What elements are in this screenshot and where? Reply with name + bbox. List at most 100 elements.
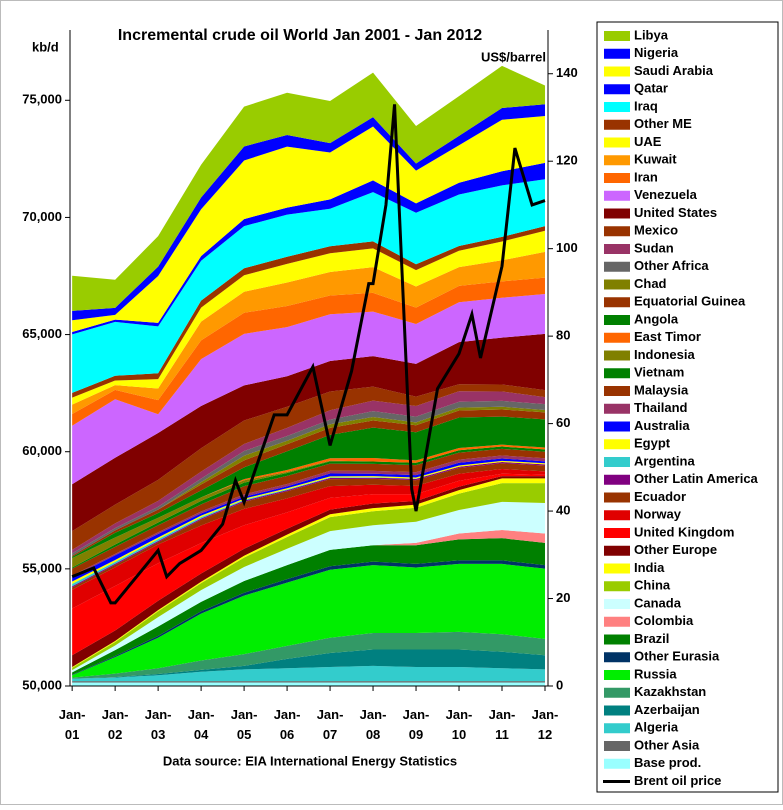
- legend-label: Saudi Arabia: [634, 63, 714, 78]
- x-tick-label-part: Jan-: [231, 707, 258, 722]
- legend-swatch: [604, 350, 630, 361]
- legend-label: East Timor: [634, 329, 701, 344]
- x-tick-label-part: Jan-: [102, 707, 129, 722]
- legend-swatch: [604, 705, 630, 716]
- legend-label: Angola: [634, 311, 679, 326]
- legend-swatch: [604, 226, 630, 237]
- legend-swatch: [604, 66, 630, 77]
- legend-label: UAE: [634, 134, 662, 149]
- x-tick-label-part: Jan-: [489, 707, 516, 722]
- legend-swatch: [604, 386, 630, 396]
- legend-swatch: [604, 687, 630, 698]
- legend-swatch: [604, 31, 630, 41]
- legend-swatch: [604, 137, 630, 148]
- legend-label: Kuwait: [634, 152, 677, 167]
- legend-swatch: [604, 723, 630, 734]
- y2-axis-label: US$/barrel: [481, 49, 546, 64]
- legend-label: Other Europe: [634, 542, 717, 557]
- y2-tick-label: 60: [556, 415, 570, 430]
- x-tick-label: Jan- 02: [102, 707, 129, 742]
- area: [72, 649, 545, 679]
- legend-swatch: [604, 190, 630, 201]
- chart-title: Incremental crude oil World Jan 2001 - J…: [118, 27, 482, 44]
- legend-label: Iraq: [634, 98, 658, 113]
- y2-tick-label: 0: [556, 677, 563, 692]
- x-tick-label: Jan- 06: [274, 707, 301, 742]
- legend-label: Mexico: [634, 223, 678, 238]
- legend-swatch: [604, 563, 630, 574]
- area: [72, 333, 545, 532]
- area: [72, 409, 545, 557]
- y-tick-label: 75,000: [22, 92, 62, 107]
- area: [72, 483, 545, 671]
- x-tick-label-part: 02: [108, 727, 122, 742]
- area: [72, 473, 545, 656]
- area: [72, 65, 545, 311]
- x-tick-label-part: Jan-: [274, 707, 301, 722]
- legend-swatch: [604, 545, 630, 556]
- area: [72, 104, 545, 321]
- area: [72, 391, 545, 554]
- y-tick-label: 50,000: [22, 677, 62, 692]
- x-tick-label: Jan- 11: [489, 707, 516, 742]
- x-tick-label: Jan- 05: [231, 707, 258, 742]
- x-tick-label: Jan- 09: [403, 707, 430, 742]
- legend-label: China: [634, 578, 671, 593]
- legend-label: India: [634, 560, 665, 575]
- x-tick-label-part: Jan-: [188, 707, 215, 722]
- area: [72, 179, 545, 393]
- legend-label: Kazakhstan: [634, 684, 706, 699]
- legend-swatch: [604, 652, 630, 663]
- area: [72, 455, 545, 577]
- legend-label: Ecuador: [634, 489, 686, 504]
- legend-swatch: [604, 599, 630, 609]
- area: [72, 251, 545, 414]
- x-tick-label: Jan- 04: [188, 707, 215, 742]
- y-axis-label: kb/d: [32, 39, 59, 54]
- x-tick-label-part: Jan-: [317, 707, 344, 722]
- area: [72, 563, 545, 678]
- x-tick-label-part: 11: [495, 727, 509, 742]
- legend-swatch: [604, 279, 630, 290]
- legend-label: Brazil: [634, 631, 669, 646]
- legend-label: Canada: [634, 595, 682, 610]
- legend-swatch: [604, 155, 630, 166]
- legend-label: United Kingdom: [634, 524, 734, 539]
- legend-swatch: [604, 457, 630, 467]
- area: [72, 115, 545, 332]
- legend-swatch: [604, 403, 630, 414]
- area: [72, 294, 545, 485]
- legend-swatch: [604, 297, 630, 308]
- legend-swatch: [604, 492, 630, 503]
- x-tick-label-part: 08: [366, 727, 380, 742]
- legend-label: Russia: [634, 666, 677, 681]
- legend-swatch: [604, 634, 630, 645]
- y-tick-label: 55,000: [22, 560, 62, 575]
- legend-label: United States: [634, 205, 717, 220]
- y-tick-label: 60,000: [22, 443, 62, 458]
- x-tick-label-part: 09: [409, 727, 423, 742]
- legend-label: Nigeria: [634, 45, 679, 60]
- legend-label: Egypt: [634, 436, 671, 451]
- legend-label: Vietnam: [634, 365, 684, 380]
- legend-swatch: [604, 48, 630, 59]
- legend-swatch: [604, 421, 630, 432]
- area: [72, 463, 545, 590]
- legend-swatch: [604, 173, 630, 183]
- y2-tick-label: 20: [556, 590, 570, 605]
- legend-swatch: [604, 102, 630, 112]
- x-tick-label-part: 01: [65, 727, 79, 742]
- x-tick-label: Jan- 10: [446, 707, 473, 742]
- area: [72, 469, 545, 609]
- area: [72, 162, 545, 335]
- area: [72, 384, 545, 550]
- legend-label: Thailand: [634, 400, 688, 415]
- x-tick-label-part: 07: [323, 727, 337, 742]
- area: [72, 682, 545, 686]
- y2-tick-label: 100: [556, 240, 578, 255]
- x-tick-label-part: Jan-: [532, 707, 559, 722]
- legend-label: Equatorial Guinea: [634, 294, 746, 309]
- legend-label: Colombia: [634, 613, 694, 628]
- legend-swatch: [604, 474, 630, 485]
- y-tick-label: 65,000: [22, 326, 62, 341]
